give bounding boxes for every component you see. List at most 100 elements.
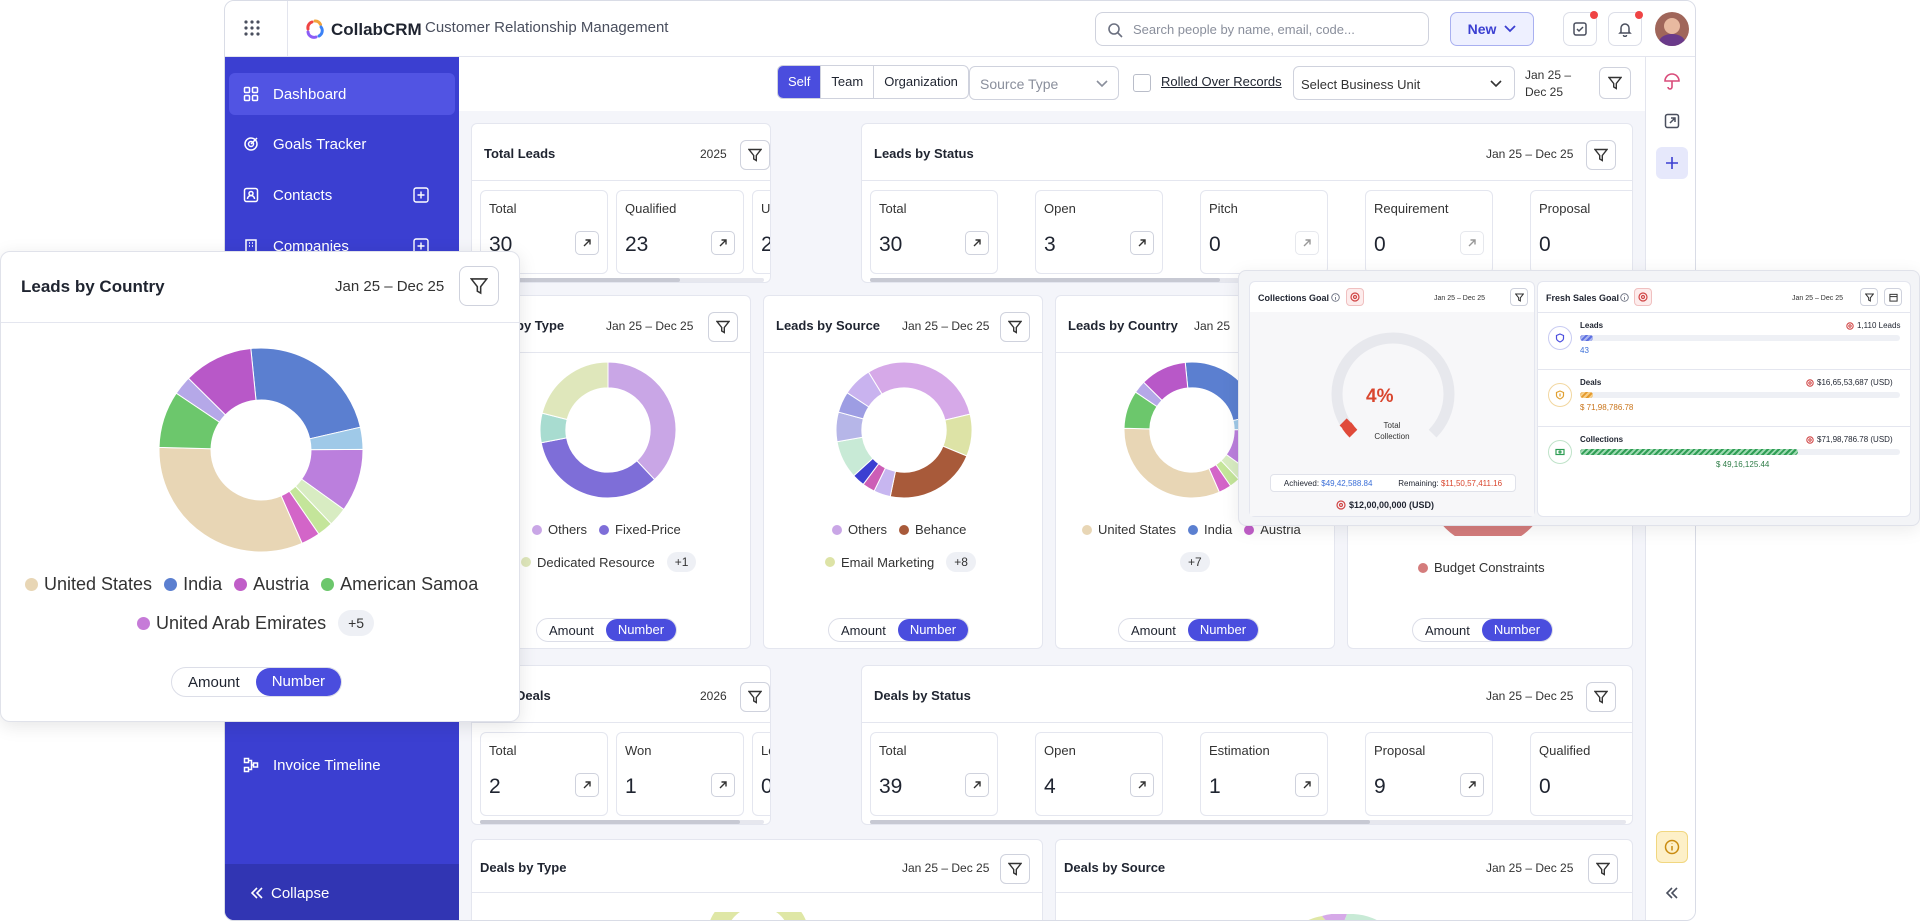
scope-self[interactable]: Self — [778, 66, 821, 98]
filter-button[interactable] — [1860, 288, 1878, 306]
rail-expand-button[interactable] — [1656, 877, 1688, 909]
filter-button[interactable] — [1000, 854, 1030, 884]
legend-item[interactable]: Behance — [899, 522, 966, 537]
donut-slice-9[interactable] — [1142, 361, 1189, 402]
donut-slice-1[interactable] — [540, 437, 656, 499]
legend-item[interactable]: United States — [1082, 522, 1176, 537]
amount-number-toggle[interactable]: Amount Number — [1412, 618, 1554, 642]
goal-progress-track — [1580, 449, 1900, 455]
amount-number-toggle[interactable]: Amount Number — [536, 618, 678, 642]
donut-slice-2[interactable] — [889, 445, 968, 499]
legend-item[interactable]: American Samoa — [321, 574, 478, 595]
legend-item[interactable]: India — [164, 574, 222, 595]
rail-export-button[interactable] — [1656, 105, 1688, 137]
open-link-button[interactable] — [1295, 773, 1319, 797]
rolled-over-label[interactable]: Rolled Over Records — [1161, 74, 1282, 89]
horizontal-scrollbar[interactable] — [870, 820, 1626, 824]
toggle-amount[interactable]: Amount — [1131, 622, 1176, 638]
sidebar-item-dashboard[interactable]: Dashboard — [229, 73, 455, 115]
toggle-amount[interactable]: Amount — [841, 622, 886, 638]
amount-number-toggle[interactable]: Amount Number — [1118, 618, 1260, 642]
toggle-amount[interactable]: Amount — [549, 622, 594, 638]
search-box[interactable]: Search people by name, email, code... — [1095, 12, 1429, 46]
open-link-button[interactable] — [1460, 773, 1484, 797]
app-grid-icon[interactable] — [243, 19, 261, 37]
filter-button[interactable] — [1000, 312, 1030, 342]
toggle-number[interactable]: Number — [1187, 619, 1259, 641]
open-link-button[interactable] — [575, 231, 599, 255]
filter-button[interactable] — [740, 140, 770, 170]
legend-item[interactable]: Austria — [234, 574, 309, 595]
scope-team[interactable]: Team — [820, 66, 873, 98]
rail-add-button[interactable] — [1656, 147, 1688, 179]
date-range-label[interactable]: Jan 25 – Dec 25 — [1525, 67, 1571, 101]
legend-more-badge[interactable]: +7 — [1180, 552, 1210, 572]
legend-item[interactable]: Dedicated Resource — [521, 555, 655, 570]
legend-item[interactable]: Others — [532, 522, 587, 537]
notifications-button[interactable] — [1608, 11, 1643, 46]
rail-umbrella-button[interactable] — [1656, 65, 1688, 97]
legend-more-badge[interactable]: +8 — [946, 552, 976, 572]
amount-number-toggle[interactable]: Amount Number — [828, 618, 970, 642]
open-link-button[interactable] — [711, 231, 735, 255]
legend-more-badge[interactable]: +1 — [666, 552, 697, 572]
legend-more-badge[interactable]: +5 — [338, 610, 375, 636]
legend-item[interactable]: United States — [25, 574, 152, 595]
rail-info-button[interactable] — [1656, 831, 1688, 863]
open-link-button[interactable] — [1130, 773, 1154, 797]
filter-button[interactable] — [1586, 682, 1616, 712]
scope-organization[interactable]: Organization — [873, 66, 968, 98]
filter-button[interactable] — [1586, 140, 1616, 170]
legend-item[interactable]: India — [1188, 522, 1232, 537]
horizontal-scrollbar[interactable] — [480, 278, 764, 282]
toggle-amount[interactable]: Amount — [1425, 622, 1470, 638]
donut-slice-6[interactable] — [158, 446, 303, 553]
sidebar-collapse-button[interactable]: Collapse — [225, 864, 459, 920]
open-link-button[interactable] — [1295, 231, 1319, 255]
open-link-button[interactable] — [965, 773, 989, 797]
legend-item[interactable]: Budget Constraints — [1418, 560, 1545, 575]
open-link-button[interactable] — [965, 231, 989, 255]
toggle-number[interactable]: Number — [605, 619, 677, 641]
donut-slice-0[interactable] — [607, 361, 677, 481]
toggle-number[interactable]: Number — [255, 668, 342, 696]
donut-slice-0[interactable] — [867, 361, 971, 421]
global-filter-button[interactable] — [1599, 67, 1631, 99]
goal-target-button[interactable] — [1346, 288, 1364, 306]
goal-target-button[interactable] — [1634, 288, 1652, 306]
filter-button[interactable] — [740, 682, 770, 712]
open-link-button[interactable] — [575, 773, 599, 797]
rolled-over-checkbox[interactable] — [1133, 74, 1151, 92]
donut-slice-9[interactable] — [187, 347, 257, 416]
legend-item[interactable]: Others — [832, 522, 887, 537]
add-contact-icon[interactable] — [399, 187, 443, 203]
amount-number-toggle[interactable]: Amount Number — [171, 667, 343, 697]
filter-button[interactable] — [1510, 288, 1528, 306]
donut-slice-0[interactable] — [250, 347, 362, 440]
toggle-number[interactable]: Number — [1481, 619, 1553, 641]
toggle-amount[interactable]: Amount — [188, 673, 240, 691]
legend-item[interactable]: Email Marketing — [825, 555, 934, 570]
legend-item[interactable]: United Arab Emirates — [137, 613, 326, 634]
donut-slice-3[interactable] — [541, 361, 609, 421]
filter-button[interactable] — [1588, 854, 1618, 884]
legend-item[interactable]: Fixed-Price — [599, 522, 681, 537]
sidebar-item-goals-tracker[interactable]: Goals Tracker — [229, 123, 455, 165]
tasks-button[interactable] — [1563, 11, 1598, 46]
horizontal-scrollbar[interactable] — [480, 820, 764, 824]
business-unit-select[interactable]: Select Business Unit — [1293, 66, 1515, 100]
source-type-select[interactable]: Source Type — [969, 66, 1119, 100]
user-avatar[interactable] — [1655, 12, 1689, 46]
toggle-number[interactable]: Number — [897, 619, 969, 641]
donut-slice-6[interactable] — [1123, 427, 1221, 499]
open-link-button[interactable] — [1460, 231, 1484, 255]
open-link-button[interactable] — [1130, 231, 1154, 255]
filter-button[interactable] — [708, 312, 738, 342]
open-link-button[interactable] — [711, 773, 735, 797]
sidebar-item-contacts[interactable]: Contacts — [229, 174, 455, 216]
sidebar-item-invoice-timeline[interactable]: Invoice Timeline — [229, 744, 455, 786]
filter-button[interactable] — [459, 266, 499, 306]
donut-slice-9[interactable] — [846, 371, 883, 408]
new-button[interactable]: New — [1450, 12, 1534, 46]
calendar-button[interactable] — [1884, 288, 1902, 306]
